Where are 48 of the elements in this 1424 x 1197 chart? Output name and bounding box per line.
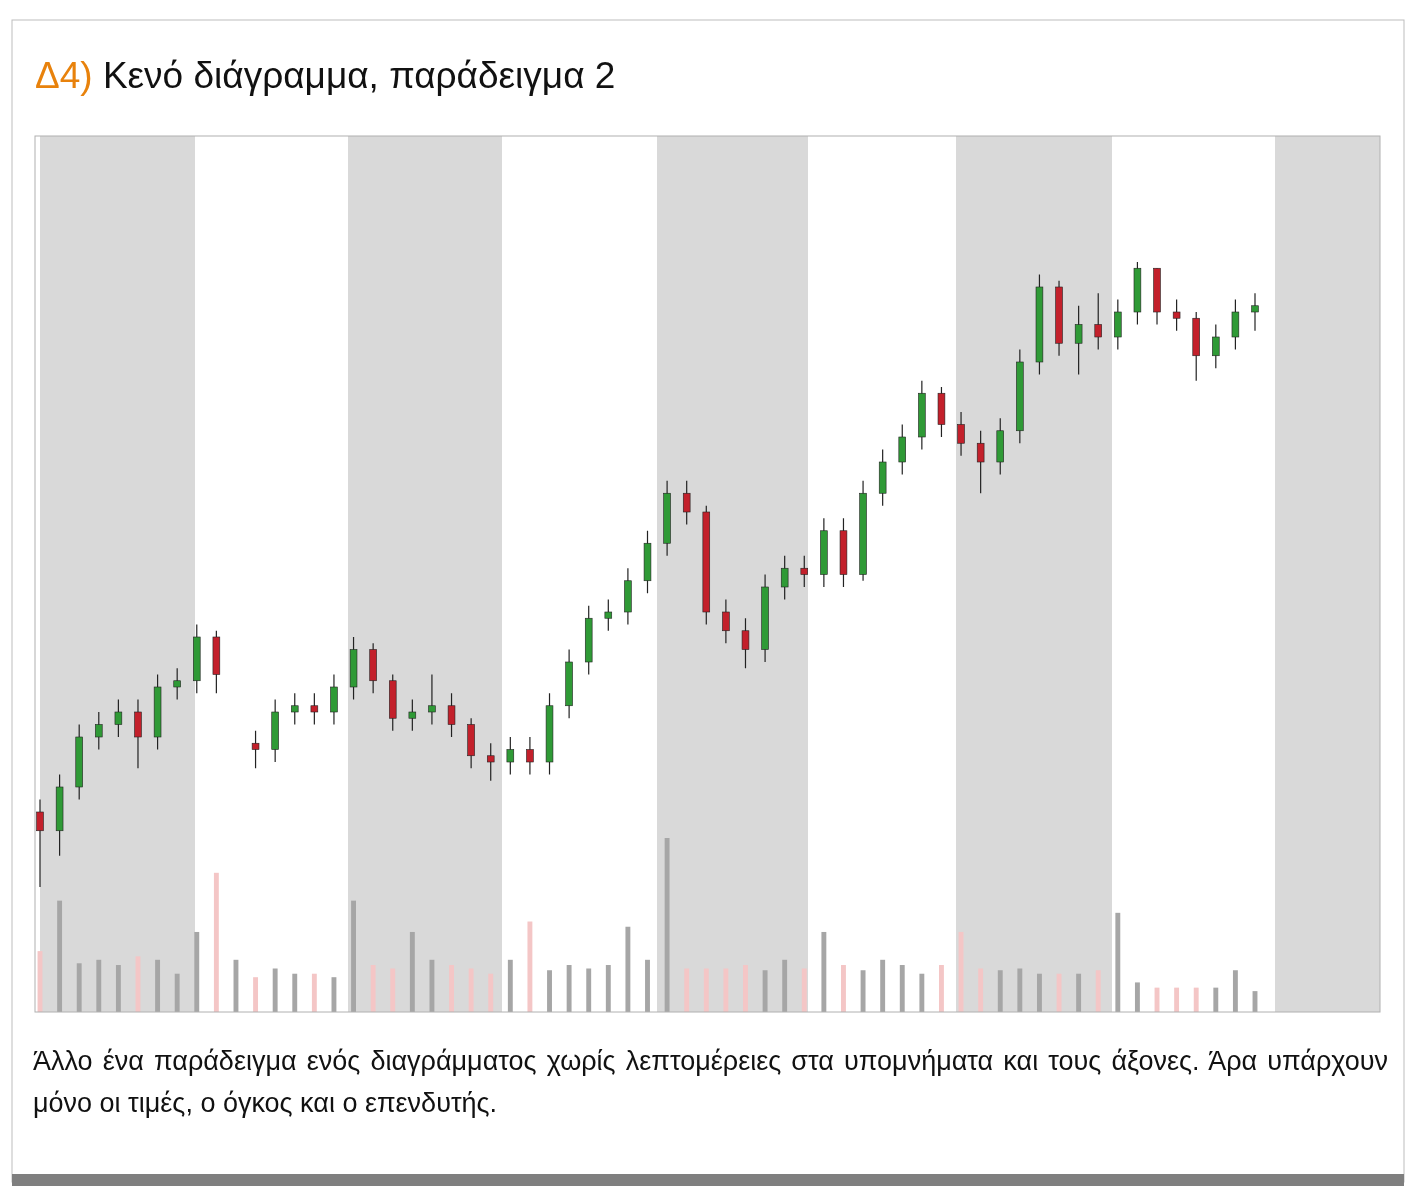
bar bbox=[311, 973, 317, 1012]
candlestick bbox=[173, 667, 181, 701]
candlestick bbox=[408, 698, 417, 732]
candlestick bbox=[722, 598, 730, 644]
chart-title: Δ4) Κενό διάγραμμα, παράδειγμα 2 bbox=[35, 55, 616, 96]
bar bbox=[841, 965, 846, 1012]
bar bbox=[390, 968, 396, 1012]
candlestick bbox=[310, 692, 319, 726]
candlestick bbox=[1074, 305, 1083, 376]
bar bbox=[527, 921, 533, 1012]
candlestick bbox=[114, 698, 123, 738]
candlestick bbox=[251, 730, 260, 769]
candlestick bbox=[957, 411, 965, 457]
bar bbox=[253, 977, 259, 1012]
candlestick bbox=[976, 430, 985, 494]
bar bbox=[1193, 987, 1199, 1012]
candlestick bbox=[1251, 292, 1259, 332]
candlestick bbox=[447, 692, 456, 738]
bar bbox=[743, 965, 748, 1012]
bar bbox=[978, 968, 984, 1012]
bar bbox=[213, 872, 219, 1012]
candlestick bbox=[487, 742, 495, 782]
bar bbox=[370, 965, 376, 1012]
candlestick bbox=[36, 798, 44, 888]
bar bbox=[468, 968, 474, 1012]
bar bbox=[488, 973, 494, 1012]
candlestick bbox=[1094, 292, 1102, 351]
candlestick bbox=[604, 598, 613, 632]
candlestick bbox=[780, 555, 789, 601]
text: Άλλο ένα παράδειγμα ενός διαγράμματος χωρίς λεπτομέρειες στα υπομνήματα και τους άξονες. Άρα υπάρχουν μόνο οι τιμές, ο όγκος και ο επενδυτής. bbox=[33, 1045, 1388, 1120]
bar bbox=[939, 965, 944, 1012]
candlestick bbox=[291, 692, 299, 726]
candlestick bbox=[800, 555, 808, 588]
candlestick bbox=[506, 736, 515, 776]
bar bbox=[723, 968, 729, 1012]
candlestick bbox=[1212, 323, 1220, 369]
candlestick bbox=[428, 673, 436, 726]
bar bbox=[703, 968, 709, 1012]
bar bbox=[1095, 970, 1101, 1012]
bar bbox=[801, 968, 807, 1012]
bar bbox=[1174, 987, 1180, 1012]
candlestick bbox=[1172, 298, 1181, 332]
bar bbox=[449, 965, 454, 1012]
candlestick bbox=[682, 480, 691, 526]
candlestick bbox=[526, 736, 534, 776]
bar bbox=[684, 968, 690, 1012]
candlestick bbox=[95, 711, 103, 751]
candlestick bbox=[741, 617, 750, 669]
